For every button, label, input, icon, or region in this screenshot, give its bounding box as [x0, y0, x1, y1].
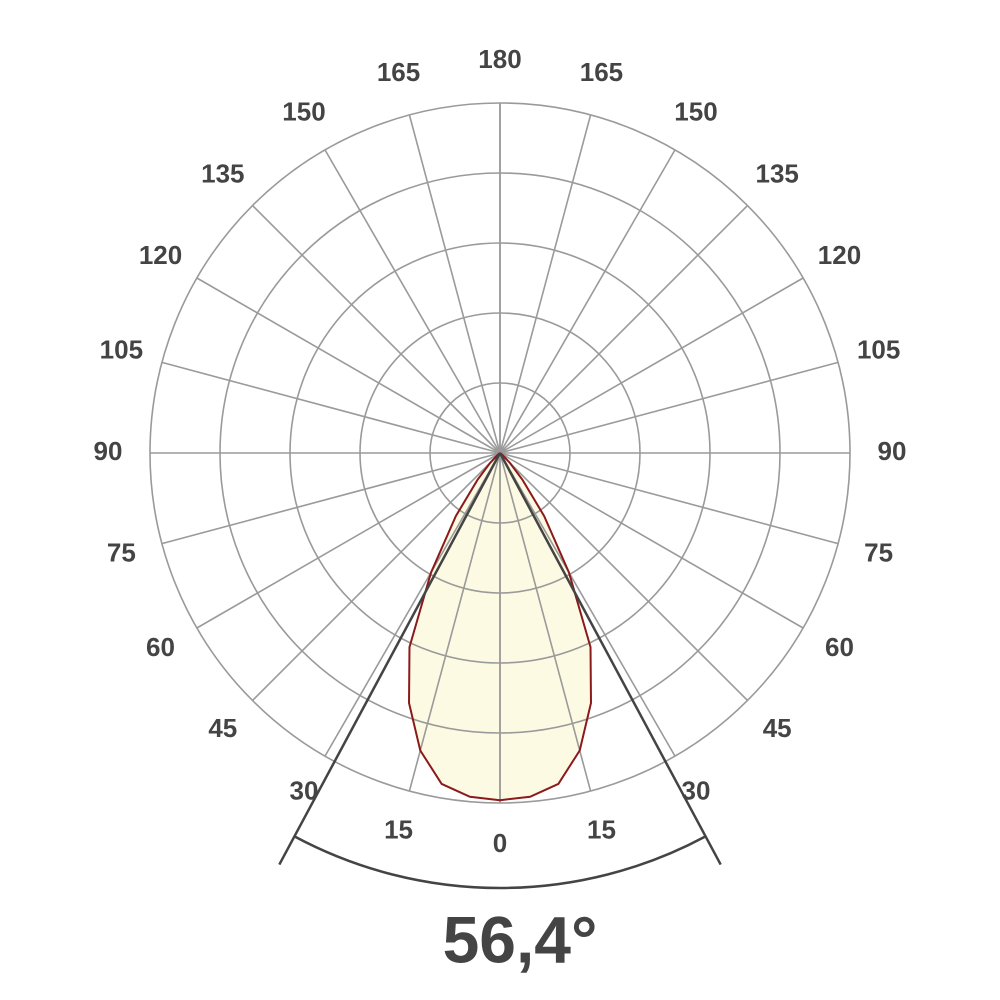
grid-spoke — [251, 204, 501, 454]
grid-spoke — [499, 114, 592, 454]
curve-line — [408, 452, 501, 802]
grid-spoke — [161, 452, 501, 545]
angle-tick-label: 180 — [478, 44, 521, 74]
grid-spoke — [196, 452, 501, 629]
grid-spoke — [499, 361, 839, 454]
beam-arc — [293, 835, 707, 890]
angle-tick-label: 90 — [878, 436, 907, 466]
beam-line — [278, 452, 502, 866]
angle-tick-label: 120 — [139, 240, 182, 270]
angle-tick-label: 150 — [282, 96, 325, 126]
grid-spoke — [324, 452, 501, 757]
grid-spoke — [499, 452, 676, 757]
angle-tick-label: 90 — [94, 436, 123, 466]
angle-tick-label: 105 — [857, 334, 900, 364]
grid-spoke — [499, 452, 592, 792]
angle-tick-label: 150 — [674, 96, 717, 126]
grid-spoke — [499, 452, 839, 545]
angle-tick-label: 15 — [384, 815, 413, 845]
grid-spoke — [499, 452, 749, 702]
grid-spoke — [324, 149, 501, 454]
angle-tick-label: 0 — [493, 828, 507, 858]
curve-line — [499, 452, 592, 802]
angle-tick-label: 45 — [208, 713, 237, 743]
angle-tick-label: 135 — [755, 159, 798, 189]
grid-spoke — [196, 277, 501, 454]
grid-spoke — [251, 452, 501, 702]
angle-tick-label: 15 — [587, 815, 616, 845]
angle-tick-label: 105 — [100, 334, 143, 364]
grid-spoke — [161, 361, 501, 454]
angle-tick-label: 75 — [107, 537, 136, 567]
angle-tick-label: 165 — [580, 57, 623, 87]
angle-tick-label: 60 — [825, 632, 854, 662]
angle-tick-label: 165 — [377, 57, 420, 87]
angle-tick-label: 60 — [146, 632, 175, 662]
angle-tick-label: 135 — [201, 159, 244, 189]
grid-spoke — [499, 277, 804, 454]
angle-tick-label: 45 — [763, 713, 792, 743]
grid-spoke — [499, 149, 676, 454]
grid-spoke — [499, 204, 749, 454]
beam-line — [498, 452, 722, 866]
beam-angle-label: 56,4° — [443, 902, 598, 976]
grid-spoke — [499, 452, 804, 629]
grid-spoke — [408, 452, 501, 792]
angle-tick-label: 75 — [864, 537, 893, 567]
angle-tick-label: 120 — [818, 240, 861, 270]
grid-spoke — [408, 114, 501, 454]
